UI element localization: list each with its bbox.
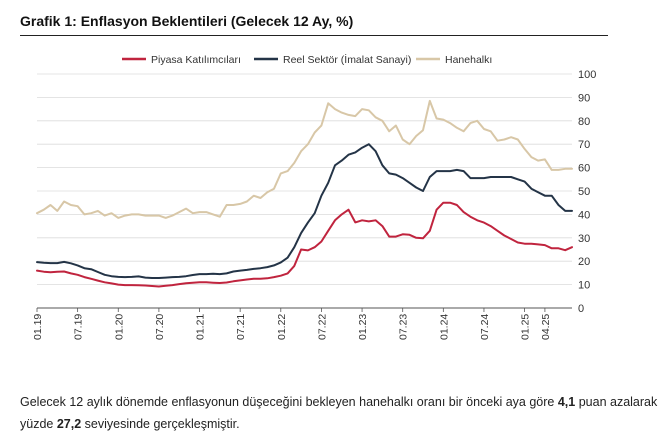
x-tick-label: 07.23 bbox=[398, 314, 410, 340]
legend-label: Reel Sektör (İmalat Sanayi) bbox=[283, 53, 411, 66]
x-axis: 01.19 07.19 01.20 07.20 01.21 07.21 01.22 07.22… bbox=[32, 308, 552, 340]
line-chart: 0 10 20 30 40 50 60 70 80 90 100 01.19 07.19 01.20 07… bbox=[32, 53, 596, 340]
x-tick-label: 01.19 bbox=[32, 314, 44, 340]
y-tick-label: 70 bbox=[578, 139, 590, 151]
caption-text: yüzde bbox=[20, 417, 57, 431]
x-tick-label: 07.21 bbox=[235, 314, 247, 340]
x-tick-label: 01.25 bbox=[520, 314, 532, 340]
y-axis: 0 10 20 30 40 50 60 70 80 90 100 bbox=[578, 69, 596, 315]
title-rule bbox=[20, 35, 608, 36]
y-tick-label: 30 bbox=[578, 233, 590, 245]
caption-text: seviyesinde gerçekleşmiştir. bbox=[81, 417, 240, 431]
legend-label: Piyasa Katılımcıları bbox=[151, 54, 241, 66]
x-tick-label: 07.20 bbox=[154, 314, 166, 340]
chart-title: Grafik 1: Enflasyon Beklentileri (Gelece… bbox=[20, 13, 354, 29]
y-tick-label: 40 bbox=[578, 209, 590, 221]
series-line-3 bbox=[36, 99, 573, 219]
legend-item: Reel Sektör (İmalat Sanayi) bbox=[254, 53, 411, 66]
y-tick-label: 90 bbox=[578, 92, 590, 104]
x-tick-label: 01.22 bbox=[276, 314, 288, 340]
chart-caption: Gelecek 12 aylık dönemde enflasyonun düş… bbox=[20, 391, 660, 435]
legend-label: Hanehalkı bbox=[445, 54, 492, 66]
legend-item: Hanehalkı bbox=[416, 54, 492, 66]
caption-value: 4,1 bbox=[557, 395, 576, 409]
series-line-1 bbox=[36, 201, 573, 288]
caption-text: puan azalarak bbox=[575, 395, 658, 409]
caption-text: Gelecek 12 aylık dönemde enflasyonun düş… bbox=[20, 395, 558, 409]
legend: Piyasa Katılımcıları Reel Sektör (İmalat … bbox=[122, 53, 492, 66]
y-tick-label: 20 bbox=[578, 256, 590, 268]
x-tick-label: 07.22 bbox=[316, 314, 328, 340]
x-tick-label: 01.24 bbox=[438, 314, 450, 340]
series-lines bbox=[36, 99, 573, 288]
x-tick-label: 07.19 bbox=[73, 314, 85, 340]
y-tick-label: 10 bbox=[578, 280, 590, 292]
y-tick-label: 80 bbox=[578, 116, 590, 128]
x-tick-label: 01.23 bbox=[357, 314, 369, 340]
series-line-2 bbox=[36, 143, 573, 279]
caption-value: 27,2 bbox=[56, 417, 82, 431]
x-tick-label: 01.21 bbox=[195, 314, 207, 340]
y-tick-label: 0 bbox=[578, 303, 584, 315]
y-tick-label: 50 bbox=[578, 186, 590, 198]
legend-item: Piyasa Katılımcıları bbox=[122, 54, 241, 66]
x-tick-label: 04.25 bbox=[540, 314, 552, 340]
x-tick-label: 01.20 bbox=[113, 314, 125, 340]
gridlines bbox=[37, 73, 572, 309]
y-tick-label: 60 bbox=[578, 163, 590, 175]
y-tick-label: 100 bbox=[578, 69, 596, 81]
x-tick-label: 07.24 bbox=[479, 314, 491, 340]
